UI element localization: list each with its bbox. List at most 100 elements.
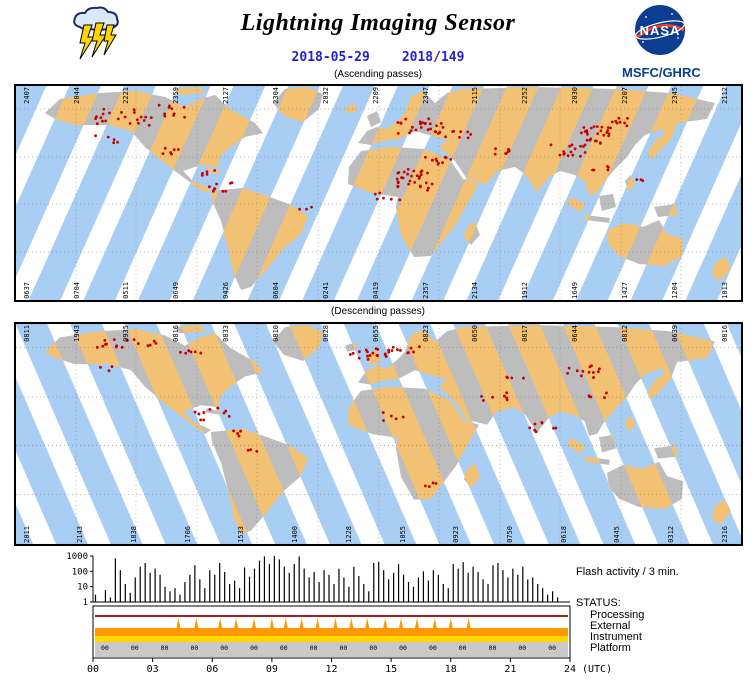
orbit-time-label: 1706 xyxy=(183,526,192,543)
orbit-time-label: 0312 xyxy=(666,526,675,543)
orbit-time-label: 2345 xyxy=(670,87,679,104)
orbit-time-label: 2221 xyxy=(122,87,131,104)
orbit-time-label: 0241 xyxy=(321,282,330,299)
nasa-logo-icon: NASA xyxy=(635,5,685,55)
flash-activity-legend: Flash activity / 3 min. xyxy=(576,566,679,578)
descending-passes-map: 0811 1943 0935 0816 0833 0810 0828 0655 0823 0650… xyxy=(14,322,743,546)
orbit-time-label: 0811 xyxy=(22,325,31,342)
svg-text:00: 00 xyxy=(310,644,318,652)
orbit-time-label: 1838 xyxy=(130,526,139,543)
svg-text:00: 00 xyxy=(369,644,377,652)
svg-text:24: 24 xyxy=(564,664,576,675)
orbit-time-label: 0639 xyxy=(670,325,679,342)
nasa-logo-text: NASA xyxy=(640,23,681,38)
svg-text:00: 00 xyxy=(548,644,556,652)
svg-text:00: 00 xyxy=(340,644,348,652)
orbit-time-label: 0935 xyxy=(122,325,131,342)
svg-text:00: 00 xyxy=(190,644,198,652)
lightning-flash-dots xyxy=(94,103,645,211)
status-row-processing: Processing xyxy=(590,609,645,621)
svg-text:12: 12 xyxy=(325,664,337,675)
svg-text:00: 00 xyxy=(399,644,407,652)
orbit-time-label: 1943 xyxy=(72,325,81,342)
orbit-time-label: 0637 xyxy=(22,282,31,299)
date-doy: 2018/149 xyxy=(401,50,465,65)
date-line: 2018-05-29 2018/149 xyxy=(0,50,756,65)
orbit-time-label: 2134 xyxy=(471,282,480,299)
orbit-time-label: 2357 xyxy=(421,282,430,299)
svg-text:00: 00 xyxy=(459,644,467,652)
svg-text:21: 21 xyxy=(504,664,516,675)
svg-text:00: 00 xyxy=(280,644,288,652)
orbit-time-label: 1400 xyxy=(291,526,300,543)
svg-text:15: 15 xyxy=(385,664,397,675)
orbit-time-label: 2304 xyxy=(271,87,280,104)
orbit-time-label: 1533 xyxy=(237,526,246,543)
date-iso: 2018-05-29 xyxy=(291,50,370,65)
svg-text:00: 00 xyxy=(87,664,99,675)
orbit-time-label: 0704 xyxy=(72,282,81,299)
svg-text:00: 00 xyxy=(161,644,169,652)
nasa-block: NASA MSFC/GHRC xyxy=(622,4,701,80)
page-title: Lightning Imaging Sensor xyxy=(240,10,516,36)
orbit-time-label: 0655 xyxy=(371,325,380,342)
orbit-time-label: 0426 xyxy=(222,282,231,299)
orbit-time-label: 1228 xyxy=(344,526,353,543)
orbit-time-label: 1055 xyxy=(398,526,407,543)
orbit-time-label: 2316 xyxy=(720,526,729,543)
orbit-time-label: 0823 xyxy=(421,325,430,342)
orbit-time-label: 0812 xyxy=(620,325,629,342)
orbit-time-label: 0445 xyxy=(613,526,622,543)
svg-text:03: 03 xyxy=(147,664,159,675)
svg-text:00: 00 xyxy=(518,644,526,652)
status-legend-title: STATUS: xyxy=(576,597,621,609)
orbit-time-label: 0604 xyxy=(271,282,280,299)
lightning-flash-dots xyxy=(95,338,608,489)
orbit-time-label: 0833 xyxy=(222,325,231,342)
org-label: MSFC/GHRC xyxy=(622,65,701,80)
orbit-time-label: 2011 xyxy=(22,526,31,543)
orbit-time-label: 0750 xyxy=(505,526,514,543)
svg-text:00: 00 xyxy=(101,644,109,652)
svg-text:09: 09 xyxy=(266,664,278,675)
orbit-time-label: 0816 xyxy=(720,325,729,342)
orbit-time-label: 2359 xyxy=(172,87,181,104)
orbit-time-label: 2407 xyxy=(22,87,31,104)
status-row-external: External xyxy=(590,620,631,632)
ascending-passes-map: 2407 2044 2221 2359 2127 2304 2032 2209 2347 2115… xyxy=(14,84,743,302)
orbit-time-label: 2044 xyxy=(72,87,81,104)
svg-text:00: 00 xyxy=(489,644,497,652)
orbit-time-label: 2032 xyxy=(321,87,330,104)
orbit-time-label: 2112 xyxy=(720,87,729,104)
ascending-passes-label: (Ascending passes) xyxy=(334,69,422,80)
orbit-time-label: 2127 xyxy=(222,87,231,104)
svg-text:1000: 1000 xyxy=(66,552,88,562)
orbit-time-label: 0923 xyxy=(452,526,461,543)
graticule xyxy=(16,324,741,544)
orbit-time-label: 0650 xyxy=(471,325,480,342)
continents xyxy=(45,325,731,534)
svg-text:(UTC): (UTC) xyxy=(582,664,612,675)
orbit-time-label: 2252 xyxy=(521,87,530,104)
lightning-storm-icon xyxy=(70,5,122,74)
orbit-time-label: 1912 xyxy=(521,282,530,299)
status-row-platform: Platform xyxy=(590,642,631,654)
svg-text:10: 10 xyxy=(77,583,88,593)
orbit-time-label: 2347 xyxy=(421,87,430,104)
status-row-instrument: Instrument xyxy=(590,631,642,643)
svg-text:18: 18 xyxy=(445,664,457,675)
svg-text:100: 100 xyxy=(72,567,88,577)
orbit-time-label: 0644 xyxy=(571,325,580,342)
orbit-time-label: 0810 xyxy=(271,325,280,342)
svg-text:00: 00 xyxy=(220,644,228,652)
orbit-time-label: 0816 xyxy=(172,325,181,342)
svg-text:00: 00 xyxy=(250,644,258,652)
orbit-time-label: 1649 xyxy=(571,282,580,299)
orbit-time-label: 0511 xyxy=(122,282,131,299)
orbit-time-label: 0649 xyxy=(172,282,181,299)
orbit-time-label: 2209 xyxy=(371,87,380,104)
orbit-time-label: 0817 xyxy=(521,325,530,342)
descending-passes-label: (Descending passes) xyxy=(331,306,425,317)
